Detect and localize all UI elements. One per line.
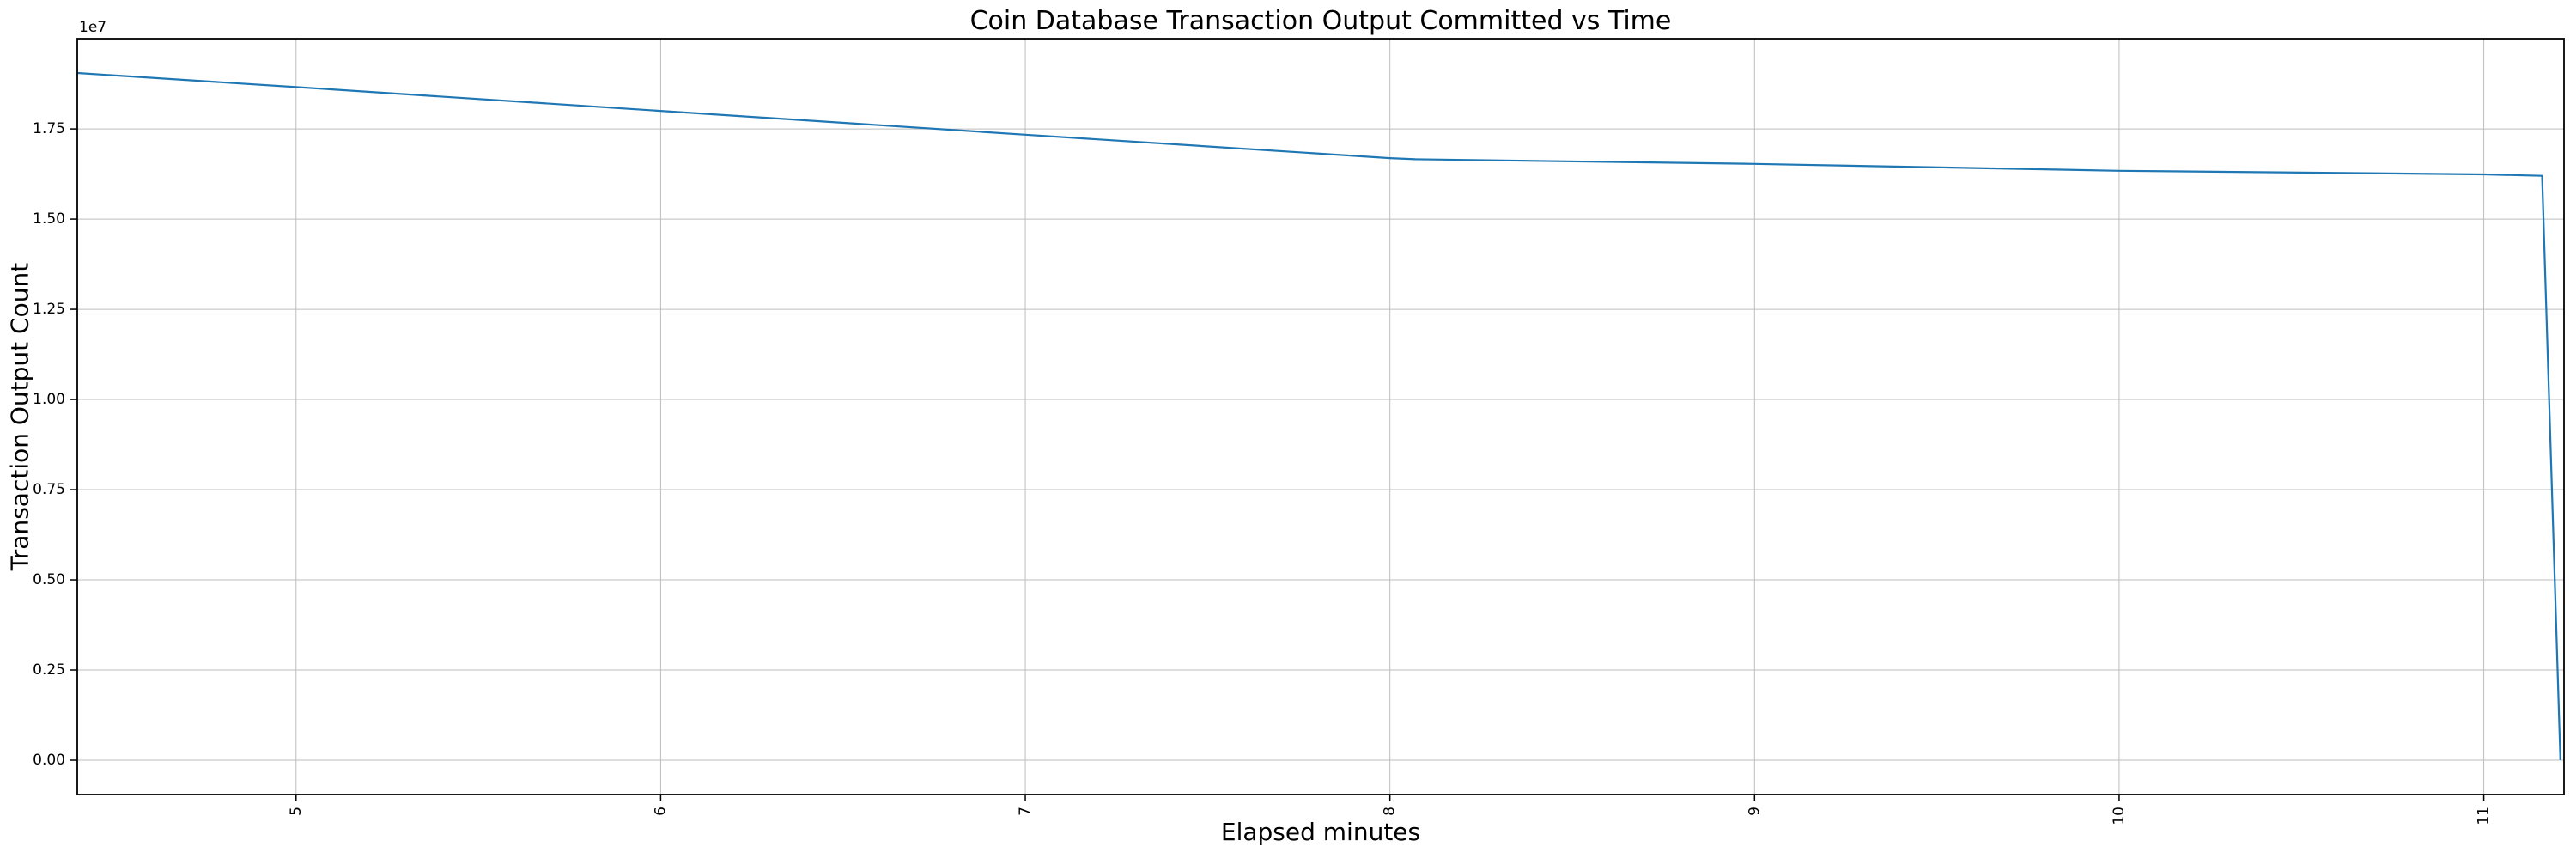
y-axis-offset-text: 1e7 — [79, 19, 106, 36]
x-tick-label: 5 — [288, 807, 305, 816]
y-tick-label: 1.50 — [33, 210, 65, 228]
y-tick-label: 1.00 — [33, 391, 65, 408]
axes-spines — [76, 38, 2565, 795]
x-tick-label: 7 — [1017, 807, 1034, 816]
x-axis-label: Elapsed minutes — [1220, 818, 1421, 846]
x-tick-label: 9 — [1746, 807, 1763, 816]
y-tick-label: 0.25 — [33, 661, 65, 679]
y-tick-label: 0.75 — [33, 481, 65, 498]
y-tick-label: 0.50 — [33, 571, 65, 588]
y-tick-label: 0.00 — [33, 752, 65, 769]
x-tick-label: 10 — [2111, 807, 2128, 825]
x-tick-label: 8 — [1382, 807, 1399, 816]
data-line — [76, 71, 2561, 761]
y-tick-label: 1.25 — [33, 301, 65, 318]
y-tick-label: 1.75 — [33, 120, 65, 137]
x-tick-label: 6 — [652, 807, 669, 816]
x-tick-label: 11 — [2476, 807, 2493, 825]
chart-title: Coin Database Transaction Output Committ… — [969, 6, 1672, 36]
